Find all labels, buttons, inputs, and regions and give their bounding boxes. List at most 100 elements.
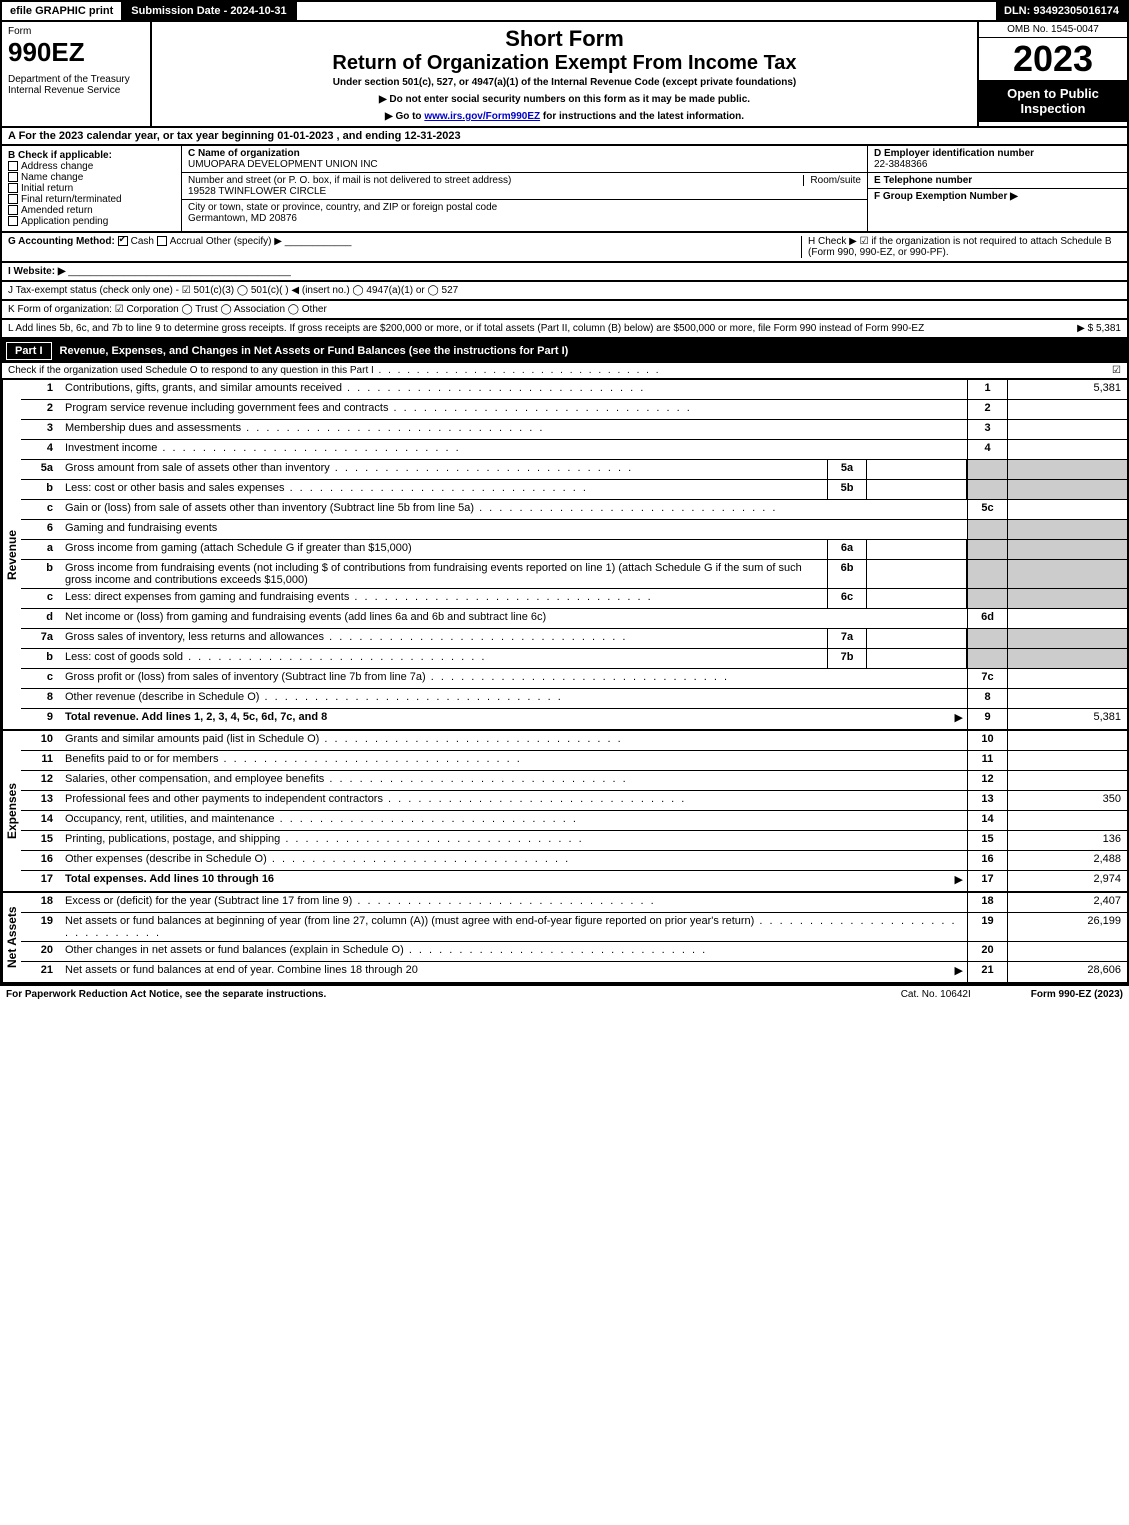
form-number: 990EZ (8, 37, 144, 68)
line-20: 20Other changes in net assets or fund ba… (21, 942, 1127, 962)
irs-label: Internal Revenue Service (8, 85, 144, 96)
chk-address[interactable]: Address change (8, 161, 175, 172)
line-l-amount: ▶ $ 5,381 (1077, 323, 1121, 334)
line-7c: cGross profit or (loss) from sales of in… (21, 669, 1127, 689)
c-name-label: C Name of organization (188, 148, 300, 159)
form-label: Form (8, 26, 144, 37)
b-label: B Check if applicable: (8, 150, 175, 161)
part-1-check[interactable]: ☑ (1112, 365, 1121, 376)
part-1-label: Part I (6, 342, 52, 360)
line-5b: bLess: cost or other basis and sales exp… (21, 480, 1127, 500)
part-1-title: Revenue, Expenses, and Changes in Net As… (60, 345, 569, 357)
line-8: 8Other revenue (describe in Schedule O)8 (21, 689, 1127, 709)
d-ein-row: D Employer identification number 22-3848… (868, 146, 1127, 173)
header-right: OMB No. 1545-0047 2023 Open to Public In… (977, 22, 1127, 126)
part-1-header: Part I Revenue, Expenses, and Changes in… (0, 339, 1129, 363)
line-5a: 5aGross amount from sale of assets other… (21, 460, 1127, 480)
c-street-row: Number and street (or P. O. box, if mail… (182, 173, 867, 200)
efile-label[interactable]: efile GRAPHIC print (2, 2, 123, 20)
line-a: A For the 2023 calendar year, or tax yea… (0, 128, 1129, 146)
line-j: J Tax-exempt status (check only one) - ☑… (0, 282, 1129, 301)
footer-right: Form 990-EZ (2023) (1031, 989, 1123, 1000)
chk-cash[interactable] (118, 236, 128, 246)
tel-label: E Telephone number (874, 175, 972, 186)
revenue-sidelabel: Revenue (2, 380, 21, 729)
line-l: L Add lines 5b, 6c, and 7b to line 9 to … (0, 320, 1129, 339)
tax-year: 2023 (979, 38, 1127, 80)
room-label: Room/suite (803, 175, 861, 186)
dept-label: Department of the Treasury (8, 74, 144, 85)
line-7a: 7aGross sales of inventory, less returns… (21, 629, 1127, 649)
line-16: 16Other expenses (describe in Schedule O… (21, 851, 1127, 871)
col-d: D Employer identification number 22-3848… (867, 146, 1127, 231)
expenses-sidelabel: Expenses (2, 731, 21, 891)
open-inspection: Open to Public Inspection (979, 80, 1127, 122)
line-9: 9Total revenue. Add lines 1, 2, 3, 4, 5c… (21, 709, 1127, 729)
submission-date: Submission Date - 2024-10-31 (123, 2, 296, 20)
city: Germantown, MD 20876 (188, 213, 297, 224)
form-note-1: ▶ Do not enter social security numbers o… (160, 94, 969, 105)
footer-center: Cat. No. 10642I (901, 989, 971, 1000)
chk-accrual[interactable] (157, 236, 167, 246)
revenue-section: Revenue 1Contributions, gifts, grants, a… (0, 380, 1129, 731)
part-1-sub: Check if the organization used Schedule … (0, 363, 1129, 380)
line-2: 2Program service revenue including gover… (21, 400, 1127, 420)
line-g-h: G Accounting Method: Cash Accrual Other … (0, 233, 1129, 263)
short-form-title: Short Form (160, 26, 969, 52)
line-6d: dNet income or (loss) from gaming and fu… (21, 609, 1127, 629)
chk-pending[interactable]: Application pending (8, 216, 175, 227)
omb-number: OMB No. 1545-0047 (979, 22, 1127, 38)
c-street-label: Number and street (or P. O. box, if mail… (188, 175, 511, 186)
header-center: Short Form Return of Organization Exempt… (152, 22, 977, 126)
line-3: 3Membership dues and assessments3 (21, 420, 1127, 440)
line-g: G Accounting Method: Cash Accrual Other … (8, 236, 801, 258)
street: 19528 TWINFLOWER CIRCLE (188, 186, 326, 197)
col-c: C Name of organization UMUOPARA DEVELOPM… (182, 146, 867, 231)
line-17: 17Total expenses. Add lines 10 through 1… (21, 871, 1127, 891)
footer-left: For Paperwork Reduction Act Notice, see … (6, 989, 326, 1000)
col-b: B Check if applicable: Address change Na… (2, 146, 182, 231)
netassets-sidelabel: Net Assets (2, 893, 21, 982)
line-6c: cLess: direct expenses from gaming and f… (21, 589, 1127, 609)
form-title: Return of Organization Exempt From Incom… (160, 52, 969, 75)
form-header: Form 990EZ Department of the Treasury In… (0, 22, 1129, 128)
group-label: F Group Exemption Number ▶ (874, 191, 1018, 202)
line-6: 6Gaming and fundraising events (21, 520, 1127, 540)
line-19: 19Net assets or fund balances at beginni… (21, 913, 1127, 942)
chk-initial[interactable]: Initial return (8, 183, 175, 194)
chk-name[interactable]: Name change (8, 172, 175, 183)
org-name: UMUOPARA DEVELOPMENT UNION INC (188, 159, 378, 170)
line-18: 18Excess or (deficit) for the year (Subt… (21, 893, 1127, 913)
line-13: 13Professional fees and other payments t… (21, 791, 1127, 811)
topbar: efile GRAPHIC print Submission Date - 20… (0, 0, 1129, 22)
c-city-label: City or town, state or province, country… (188, 202, 497, 213)
line-21: 21Net assets or fund balances at end of … (21, 962, 1127, 982)
line-4: 4Investment income4 (21, 440, 1127, 460)
dln: DLN: 93492305016174 (996, 2, 1127, 20)
chk-amended[interactable]: Amended return (8, 205, 175, 216)
section-b-c-d: B Check if applicable: Address change Na… (0, 146, 1129, 233)
page-footer: For Paperwork Reduction Act Notice, see … (0, 984, 1129, 1003)
irs-link[interactable]: www.irs.gov/Form990EZ (424, 111, 540, 122)
netassets-section: Net Assets 18Excess or (deficit) for the… (0, 893, 1129, 984)
chk-final[interactable]: Final return/terminated (8, 194, 175, 205)
line-i: I Website: ▶ ___________________________… (0, 263, 1129, 282)
d-group-row: F Group Exemption Number ▶ (868, 189, 1127, 204)
line-15: 15Printing, publications, postage, and s… (21, 831, 1127, 851)
d-tel-row: E Telephone number (868, 173, 1127, 189)
c-name-row: C Name of organization UMUOPARA DEVELOPM… (182, 146, 867, 173)
ein-label: D Employer identification number (874, 148, 1034, 159)
form-note-2: ▶ Go to www.irs.gov/Form990EZ for instru… (160, 111, 969, 122)
line-k: K Form of organization: ☑ Corporation ◯ … (0, 301, 1129, 320)
header-left: Form 990EZ Department of the Treasury In… (2, 22, 152, 126)
expenses-section: Expenses 10Grants and similar amounts pa… (0, 731, 1129, 893)
ein: 22-3848366 (874, 159, 927, 170)
form-subtitle: Under section 501(c), 527, or 4947(a)(1)… (160, 77, 969, 88)
line-14: 14Occupancy, rent, utilities, and mainte… (21, 811, 1127, 831)
line-7b: bLess: cost of goods sold7b (21, 649, 1127, 669)
line-6b: bGross income from fundraising events (n… (21, 560, 1127, 589)
line-h: H Check ▶ ☑ if the organization is not r… (801, 236, 1121, 258)
line-10: 10Grants and similar amounts paid (list … (21, 731, 1127, 751)
line-11: 11Benefits paid to or for members11 (21, 751, 1127, 771)
line-5c: cGain or (loss) from sale of assets othe… (21, 500, 1127, 520)
